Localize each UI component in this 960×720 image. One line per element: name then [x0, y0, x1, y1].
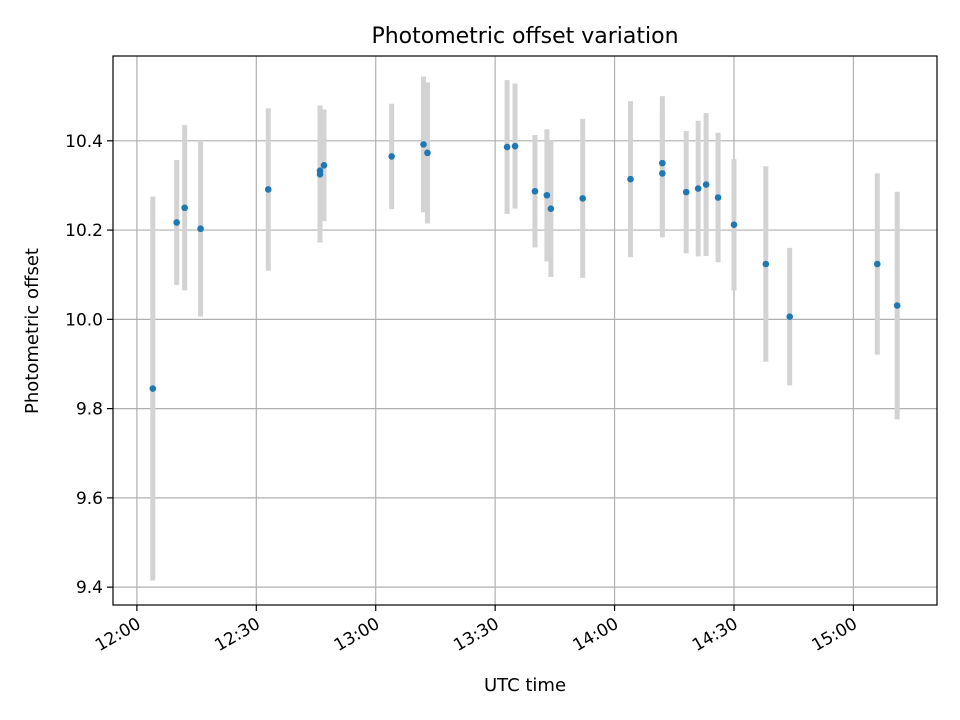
- y-tick-label: 10.0: [65, 310, 103, 330]
- data-point: [511, 142, 519, 150]
- y-axis: 9.4 9.6 9.8 10.0 10.2 10.4: [65, 132, 113, 598]
- data-point: [702, 181, 710, 188]
- data-point: [173, 219, 180, 226]
- data-point: [893, 302, 901, 309]
- data-points: [149, 141, 901, 392]
- y-tick-label: 9.6: [76, 489, 103, 509]
- x-axis-label: UTC time: [484, 675, 566, 696]
- data-point: [264, 186, 272, 193]
- data-point: [694, 185, 702, 192]
- y-tick-label: 10.4: [65, 132, 103, 152]
- data-point: [197, 225, 204, 233]
- data-point: [659, 159, 666, 167]
- data-point: [762, 260, 770, 268]
- plot-frame: [112, 55, 938, 606]
- y-tick-label: 10.2: [65, 221, 103, 241]
- data-point: [543, 191, 551, 199]
- data-point: [627, 175, 634, 183]
- data-point: [149, 385, 157, 392]
- data-point: [579, 195, 587, 202]
- data-point: [531, 187, 539, 195]
- data-point: [503, 143, 511, 151]
- data-point: [547, 205, 555, 212]
- grid: [113, 56, 937, 605]
- data-point: [181, 204, 188, 212]
- data-point: [388, 153, 395, 160]
- data-point: [682, 188, 690, 196]
- data-point: [316, 170, 324, 178]
- y-tick-label: 9.4: [76, 578, 103, 598]
- chart-title: Photometric offset variation: [371, 24, 678, 49]
- data-point: [786, 313, 794, 320]
- data-point: [320, 162, 328, 169]
- data-point: [420, 141, 427, 148]
- y-axis-label: Photometric offset: [22, 248, 43, 414]
- data-point: [730, 221, 738, 229]
- data-point: [714, 194, 722, 201]
- data-point: [424, 149, 431, 157]
- data-point: [873, 260, 881, 268]
- y-tick-label: 9.8: [76, 400, 103, 420]
- data-point: [659, 170, 666, 177]
